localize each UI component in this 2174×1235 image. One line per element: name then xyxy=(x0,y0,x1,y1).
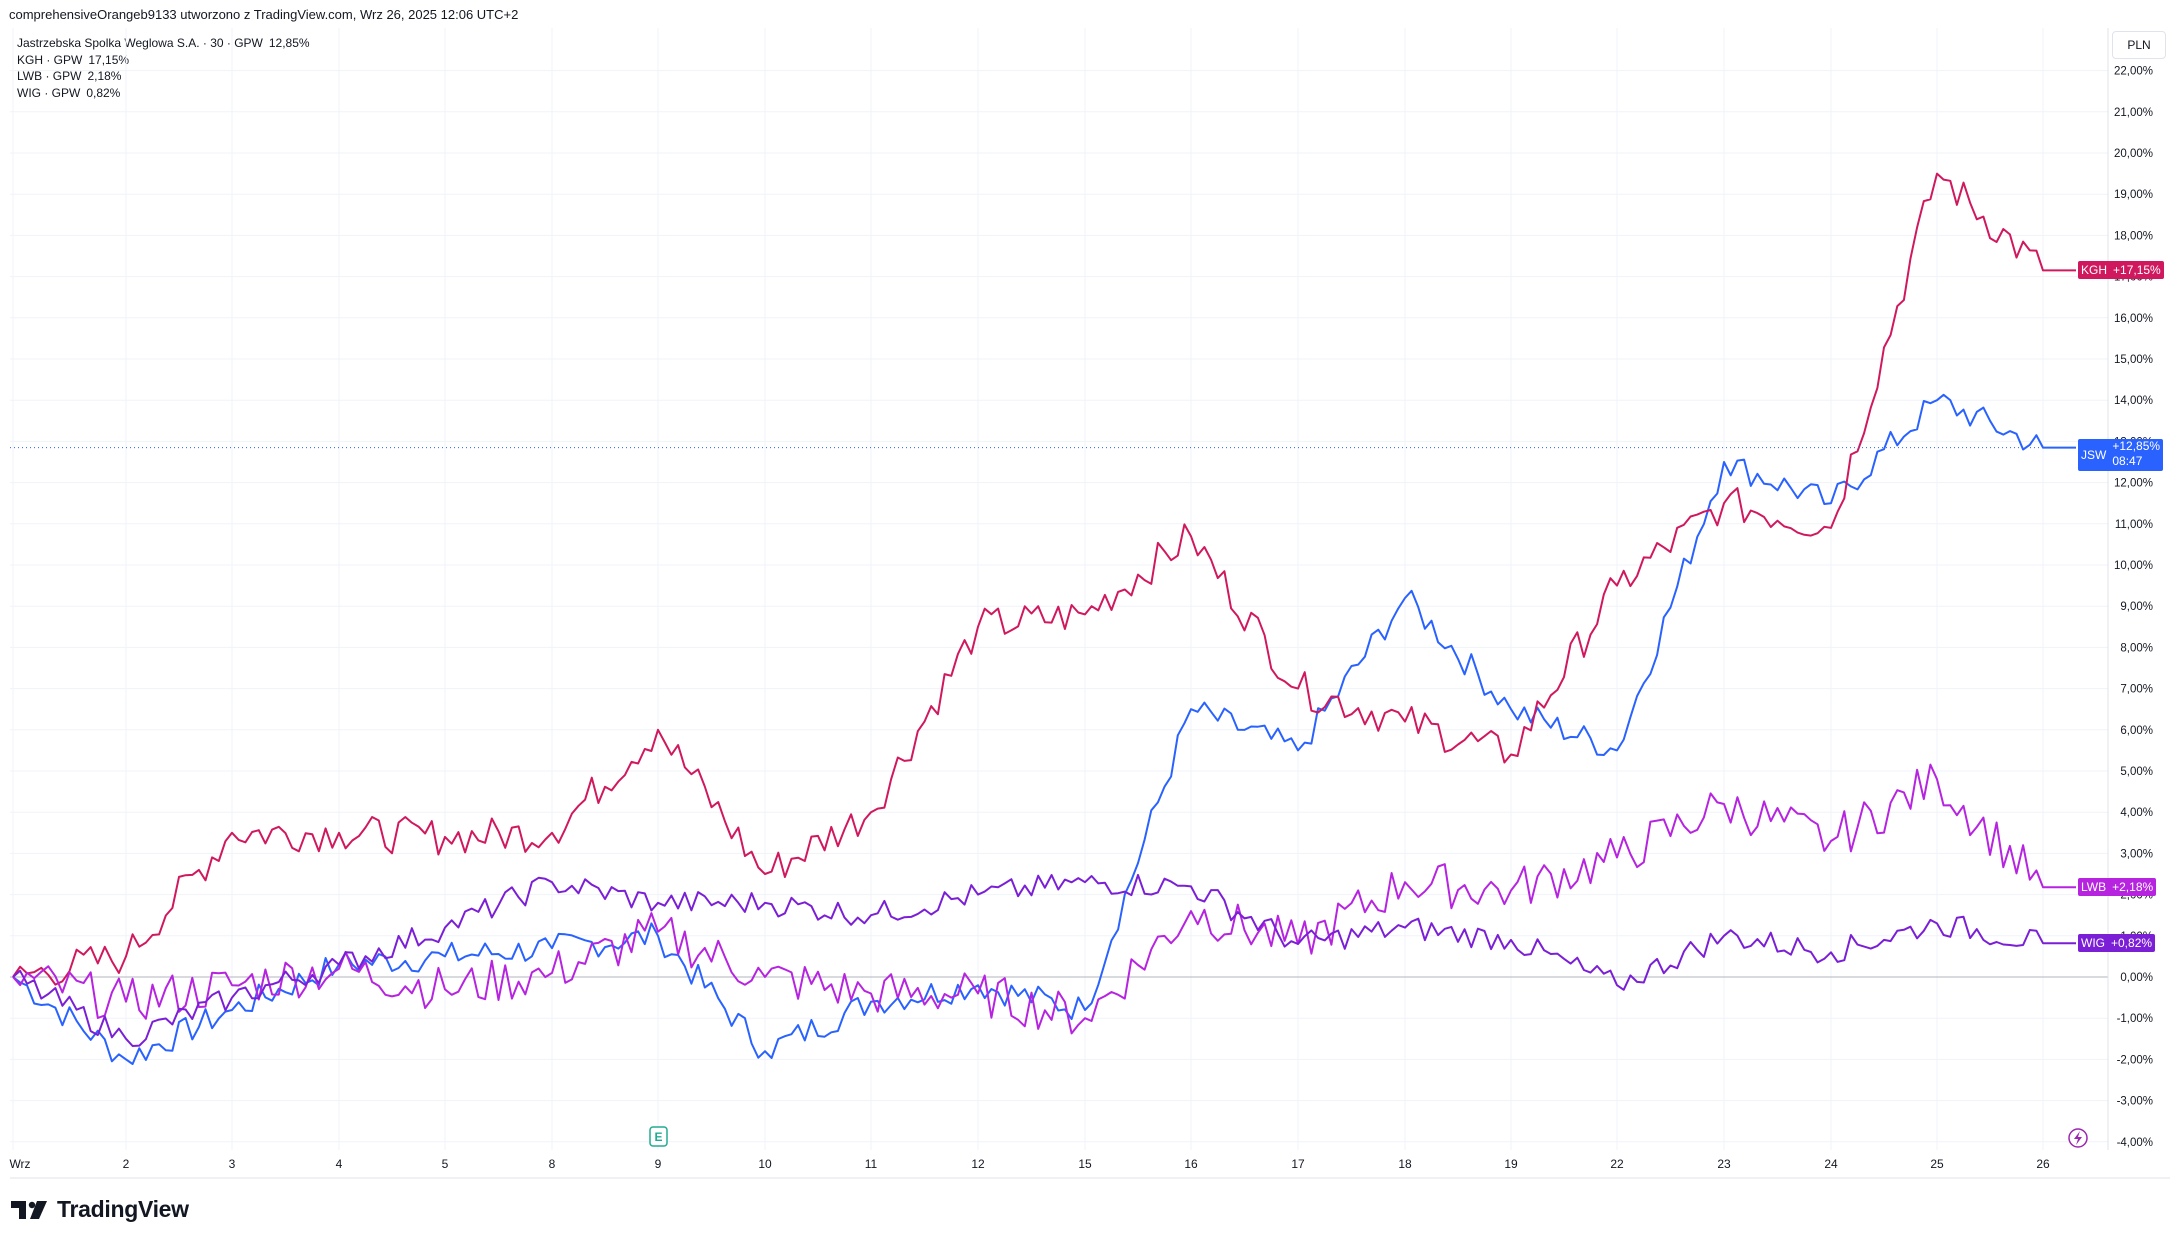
currency-button[interactable]: PLN xyxy=(2112,31,2166,59)
legend-item-kgh[interactable]: KGH · GPW 17,15% xyxy=(17,52,310,69)
lwb-last-value-marker: LWB +2,18% xyxy=(2078,878,2157,897)
y-tick-label: 18,00% xyxy=(2114,230,2153,242)
tradingview-logo[interactable]: TradingView xyxy=(11,1196,189,1223)
x-tick-label: 9 xyxy=(655,1157,662,1171)
x-tick-label: 4 xyxy=(336,1157,343,1171)
marker-symbol: WIG xyxy=(2081,936,2105,951)
jsw-last-value-marker: JSW +12,85% 08:47 xyxy=(2078,438,2164,471)
series-line xyxy=(12,393,2076,1065)
legend-value: 0,82% xyxy=(86,85,121,100)
marker-value: +17,15% xyxy=(2113,263,2161,278)
y-tick-label: 9,00% xyxy=(2120,601,2153,613)
legend-item-jsw[interactable]: Jastrzebska Spolka Weglowa S.A. · 30 · G… xyxy=(17,35,310,52)
wig-last-value-marker: WIG +0,82% xyxy=(2078,934,2156,953)
y-tick-label: 12,00% xyxy=(2114,478,2153,490)
marker-value: +2,18% xyxy=(2112,880,2154,895)
y-tick-label: 15,00% xyxy=(2114,354,2153,366)
marker-countdown: 08:47 xyxy=(2112,453,2143,468)
marker-symbol: KGH xyxy=(2081,263,2108,278)
y-tick-label: 10,00% xyxy=(2114,560,2153,572)
y-tick-label: -4,00% xyxy=(2117,1137,2153,1149)
x-tick-label: 17 xyxy=(1291,1157,1305,1171)
tradingview-icon xyxy=(11,1200,47,1219)
x-tick-label: 15 xyxy=(1078,1157,1092,1171)
x-tick-label: 2 xyxy=(123,1157,130,1171)
y-tick-label: 19,00% xyxy=(2114,189,2153,201)
x-tick-label: 25 xyxy=(1930,1157,1944,1171)
legend-label: WIG · GPW xyxy=(17,85,81,100)
marker-symbol: JSW xyxy=(2081,447,2107,462)
x-tick-label: 26 xyxy=(2036,1157,2050,1171)
x-tick-label: 18 xyxy=(1398,1157,1412,1171)
series-legend: Jastrzebska Spolka Weglowa S.A. · 30 · G… xyxy=(17,35,310,101)
x-tick-label: 10 xyxy=(758,1157,772,1171)
y-tick-label: 4,00% xyxy=(2120,807,2153,819)
y-tick-label: 3,00% xyxy=(2120,848,2153,860)
legend-label: LWB · GPW xyxy=(17,69,82,83)
y-tick-label: 11,00% xyxy=(2115,519,2153,531)
legend-value: 12,85% xyxy=(268,36,310,50)
x-tick-label: 8 xyxy=(549,1157,556,1171)
legend-value: 2,18% xyxy=(87,69,122,83)
y-tick-label: 16,00% xyxy=(2114,313,2153,325)
marker-value-block: +12,85% 08:47 xyxy=(2109,439,2163,471)
lightning-bolt xyxy=(2074,1131,2082,1145)
series-line xyxy=(12,172,2076,986)
x-tick-label: 11 xyxy=(865,1157,878,1171)
marker-symbol: LWB xyxy=(2081,880,2107,895)
x-tick-label: Wrz xyxy=(9,1157,30,1171)
y-tick-label: -3,00% xyxy=(2117,1096,2153,1108)
y-tick-label: 6,00% xyxy=(2120,725,2153,737)
kgh-last-value-marker: KGH +17,15% xyxy=(2078,261,2164,280)
y-tick-label: 21,00% xyxy=(2114,107,2153,119)
y-tick-label: -2,00% xyxy=(2117,1054,2153,1066)
earnings-icon: E xyxy=(654,1130,662,1144)
chart-header: comprehensiveOrangeb9133 utworzono z Tra… xyxy=(9,7,519,22)
x-tick-label: 3 xyxy=(229,1157,236,1171)
legend-label: KGH · GPW xyxy=(17,52,83,67)
x-tick-label: 23 xyxy=(1717,1157,1731,1171)
y-tick-label: 5,00% xyxy=(2120,766,2153,778)
y-tick-label: 20,00% xyxy=(2114,148,2153,160)
y-tick-label: 22,00% xyxy=(2114,66,2153,78)
x-tick-label: 12 xyxy=(971,1157,985,1171)
y-tick-label: 0,00% xyxy=(2120,972,2153,984)
earnings-badge xyxy=(649,1126,668,1147)
series-line xyxy=(12,873,2076,1047)
y-tick-label: 14,00% xyxy=(2114,395,2153,407)
x-tick-label: 24 xyxy=(1824,1157,1838,1171)
legend-item-lwb[interactable]: LWB · GPW 2,18% xyxy=(17,68,310,85)
series-line xyxy=(12,763,2076,1035)
y-tick-label: 7,00% xyxy=(2120,684,2153,696)
brand-name: TradingView xyxy=(57,1196,189,1222)
x-tick-label: 19 xyxy=(1504,1157,1518,1171)
x-tick-label: 22 xyxy=(1610,1157,1624,1171)
marker-value: +0,82% xyxy=(2111,936,2153,951)
marker-value: +12,85% xyxy=(2112,438,2161,453)
legend-value: 17,15% xyxy=(88,52,130,67)
y-tick-label: -1,00% xyxy=(2117,1013,2153,1025)
y-tick-label: 8,00% xyxy=(2120,642,2153,654)
x-tick-label: 5 xyxy=(442,1157,449,1171)
x-tick-label: 16 xyxy=(1184,1157,1198,1171)
legend-item-wig[interactable]: WIG · GPW 0,82% xyxy=(17,85,310,102)
legend-label: Jastrzebska Spolka Weglowa S.A. · 30 · G… xyxy=(17,36,263,50)
